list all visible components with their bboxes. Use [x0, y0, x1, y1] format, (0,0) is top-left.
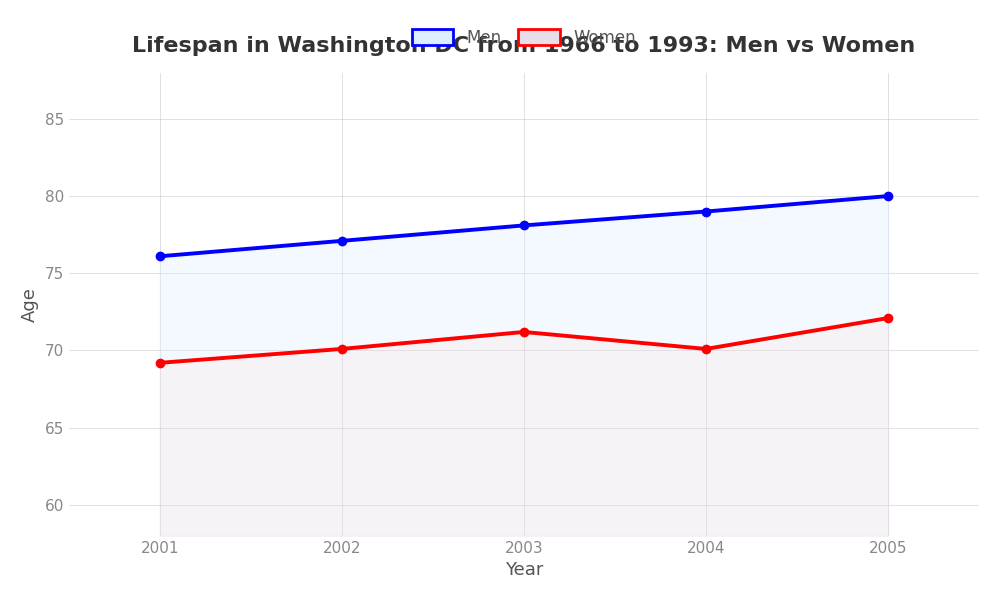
Y-axis label: Age: Age: [21, 287, 39, 322]
Title: Lifespan in Washington DC from 1966 to 1993: Men vs Women: Lifespan in Washington DC from 1966 to 1…: [132, 36, 916, 56]
Legend: Men, Women: Men, Women: [403, 20, 644, 55]
X-axis label: Year: Year: [505, 561, 543, 579]
